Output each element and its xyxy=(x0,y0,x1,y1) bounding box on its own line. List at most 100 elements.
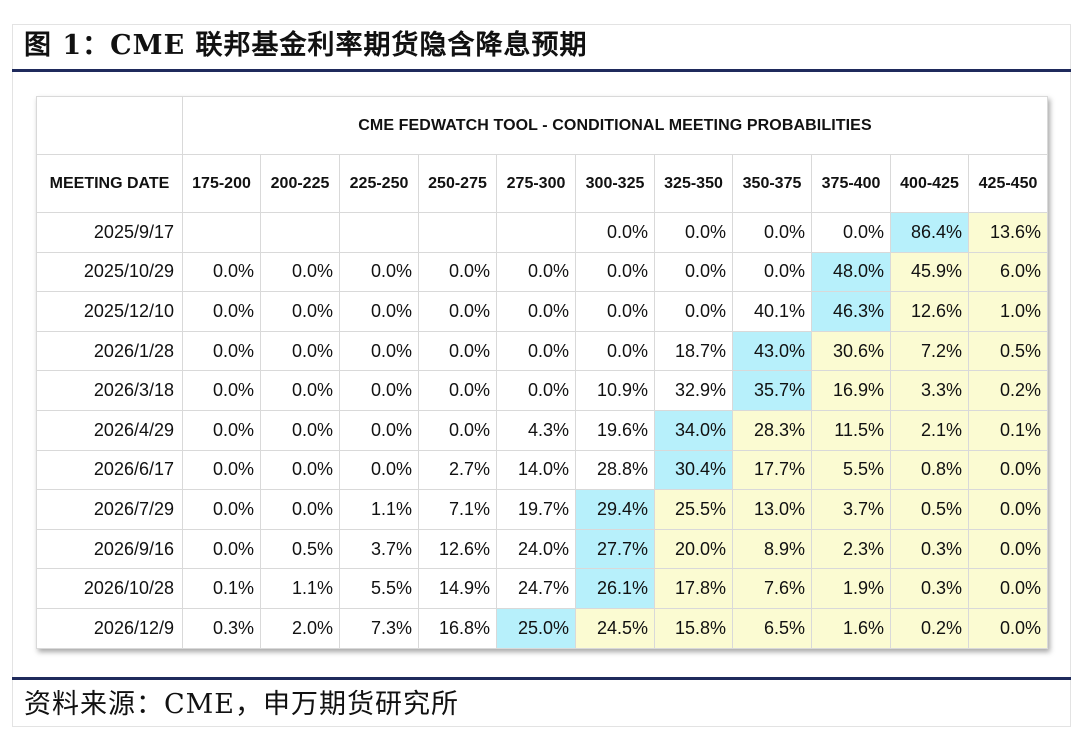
probability-cell: 0.0% xyxy=(260,330,340,372)
column-header: 175-200 xyxy=(182,154,261,213)
probability-cell: 46.3% xyxy=(811,291,891,332)
probability-cell: 2.7% xyxy=(418,449,497,491)
table-row: 2025/9/17 0.0% 0.0% 0.0% 0.0% 86.4% 13.6% xyxy=(36,212,1048,253)
probability-cell: 0.0% xyxy=(968,568,1048,609)
probability-cell: 18.7% xyxy=(654,330,733,372)
probability-cell: 28.3% xyxy=(732,409,812,451)
probability-cell: 4.3% xyxy=(496,409,576,451)
probability-cell: 0.3% xyxy=(890,528,969,570)
probability-cell: 0.5% xyxy=(260,528,340,570)
column-header-row: MEETING DATE 175-200 200-225 225-250 250-27… xyxy=(36,154,1048,213)
probability-cell xyxy=(496,212,576,253)
probability-cell: 25.5% xyxy=(654,489,733,530)
table-row: 2026/10/28 0.1% 1.1% 5.5% 14.9% 24.7% 26.1% 17.… xyxy=(36,568,1048,609)
probability-cell xyxy=(260,212,340,253)
probability-cell: 0.2% xyxy=(890,607,969,649)
probability-cell: 0.0% xyxy=(260,251,340,293)
meeting-date-cell: 2026/7/29 xyxy=(36,489,183,530)
probability-cell: 0.0% xyxy=(339,291,419,332)
probability-cell: 7.3% xyxy=(339,607,419,649)
meeting-date-cell: 2026/1/28 xyxy=(36,330,183,372)
probability-cell: 2.1% xyxy=(890,409,969,451)
probability-cell: 32.9% xyxy=(654,370,733,411)
probability-cell: 0.0% xyxy=(654,212,733,253)
table-row: 2025/10/29 0.0% 0.0% 0.0% 0.0% 0.0% 0.0% 0.0% 0.… xyxy=(36,251,1048,293)
probability-cell: 0.0% xyxy=(339,370,419,411)
probability-cell: 11.5% xyxy=(811,409,891,451)
probability-cell: 15.8% xyxy=(654,607,733,649)
probability-cell: 6.0% xyxy=(968,251,1048,293)
probability-cell: 0.0% xyxy=(654,251,733,293)
probability-cell: 27.7% xyxy=(575,528,655,570)
table-row: 2026/3/18 0.0% 0.0% 0.0% 0.0% 0.0% 10.9% 32.9% 3… xyxy=(36,370,1048,411)
probability-cell: 19.7% xyxy=(496,489,576,530)
probability-cell: 0.1% xyxy=(182,568,261,609)
column-header: 375-400 xyxy=(811,154,891,213)
probability-cell: 7.6% xyxy=(732,568,812,609)
probability-cell: 0.0% xyxy=(182,449,261,491)
column-header: 200-225 xyxy=(260,154,340,213)
probability-cell: 12.6% xyxy=(418,528,497,570)
probability-cell: 0.0% xyxy=(575,212,655,253)
probability-cell: 7.1% xyxy=(418,489,497,530)
probability-cell: 14.0% xyxy=(496,449,576,491)
meeting-date-cell: 2026/4/29 xyxy=(36,409,183,451)
probability-cell: 0.0% xyxy=(260,409,340,451)
probability-cell: 1.6% xyxy=(811,607,891,649)
column-header: 350-375 xyxy=(732,154,812,213)
probability-cell: 24.7% xyxy=(496,568,576,609)
table-row: 2026/9/16 0.0% 0.5% 3.7% 12.6% 24.0% 27.7% 20.0… xyxy=(36,528,1048,570)
table-row: 2026/6/17 0.0% 0.0% 0.0% 2.7% 14.0% 28.8% 30.4%… xyxy=(36,449,1048,491)
table-title-row: CME FEDWATCH TOOL - CONDITIONAL MEETING … xyxy=(36,96,1048,155)
probability-cell: 0.8% xyxy=(890,449,969,491)
probability-cell: 0.0% xyxy=(968,449,1048,491)
probability-cell: 3.3% xyxy=(890,370,969,411)
table-row: 2026/1/28 0.0% 0.0% 0.0% 0.0% 0.0% 0.0% 18.7% 43… xyxy=(36,330,1048,372)
probability-cell: 0.0% xyxy=(575,330,655,372)
column-header: 275-300 xyxy=(496,154,576,213)
probability-cell xyxy=(418,212,497,253)
meeting-date-cell: 2025/9/17 xyxy=(36,212,183,253)
table-body: 2025/9/17 0.0% 0.0% 0.0% 0.0% 86.4% 13.6% 2025/… xyxy=(36,212,1048,649)
probability-cell: 14.9% xyxy=(418,568,497,609)
probability-cell: 10.9% xyxy=(575,370,655,411)
probability-cell: 45.9% xyxy=(890,251,969,293)
fedwatch-table: CME FEDWATCH TOOL - CONDITIONAL MEETING … xyxy=(36,96,1048,649)
table-row: 2026/7/29 0.0% 0.0% 1.1% 7.1% 19.7% 29.4% 25.5%… xyxy=(36,489,1048,530)
probability-cell: 0.0% xyxy=(182,330,261,372)
probability-cell: 0.0% xyxy=(339,409,419,451)
probability-cell: 0.0% xyxy=(496,291,576,332)
figure-title: 图 1：CME 联邦基金利率期货隐含降息预期 xyxy=(24,30,588,61)
probability-cell: 0.3% xyxy=(890,568,969,609)
meeting-date-cell: 2026/10/28 xyxy=(36,568,183,609)
meeting-date-cell: 2026/6/17 xyxy=(36,449,183,491)
probability-cell xyxy=(339,212,419,253)
probability-cell: 19.6% xyxy=(575,409,655,451)
column-header: 250-275 xyxy=(418,154,497,213)
probability-cell: 20.0% xyxy=(654,528,733,570)
probability-cell: 6.5% xyxy=(732,607,812,649)
probability-cell: 40.1% xyxy=(732,291,812,332)
probability-cell: 0.0% xyxy=(418,409,497,451)
probability-cell: 0.0% xyxy=(182,251,261,293)
probability-cell: 0.0% xyxy=(811,212,891,253)
probability-cell: 0.0% xyxy=(182,370,261,411)
table-row: 2025/12/10 0.0% 0.0% 0.0% 0.0% 0.0% 0.0% 0.0% 40… xyxy=(36,291,1048,332)
table-row: 2026/12/9 0.3% 2.0% 7.3% 16.8% 25.0% 24.5% 15.8… xyxy=(36,607,1048,649)
probability-cell: 12.6% xyxy=(890,291,969,332)
probability-cell: 0.0% xyxy=(968,489,1048,530)
table-corner-cell xyxy=(36,96,183,155)
title-rule xyxy=(12,69,1071,72)
column-header: 225-250 xyxy=(339,154,419,213)
source-rule xyxy=(12,677,1071,680)
probability-cell: 0.2% xyxy=(968,370,1048,411)
probability-cell: 86.4% xyxy=(890,212,969,253)
probability-cell: 28.8% xyxy=(575,449,655,491)
probability-cell: 0.5% xyxy=(968,330,1048,372)
probability-cell: 0.0% xyxy=(182,528,261,570)
probability-cell: 29.4% xyxy=(575,489,655,530)
meeting-date-cell: 2026/12/9 xyxy=(36,607,183,649)
probability-cell: 13.0% xyxy=(732,489,812,530)
probability-cell: 0.0% xyxy=(732,212,812,253)
probability-cell: 30.4% xyxy=(654,449,733,491)
